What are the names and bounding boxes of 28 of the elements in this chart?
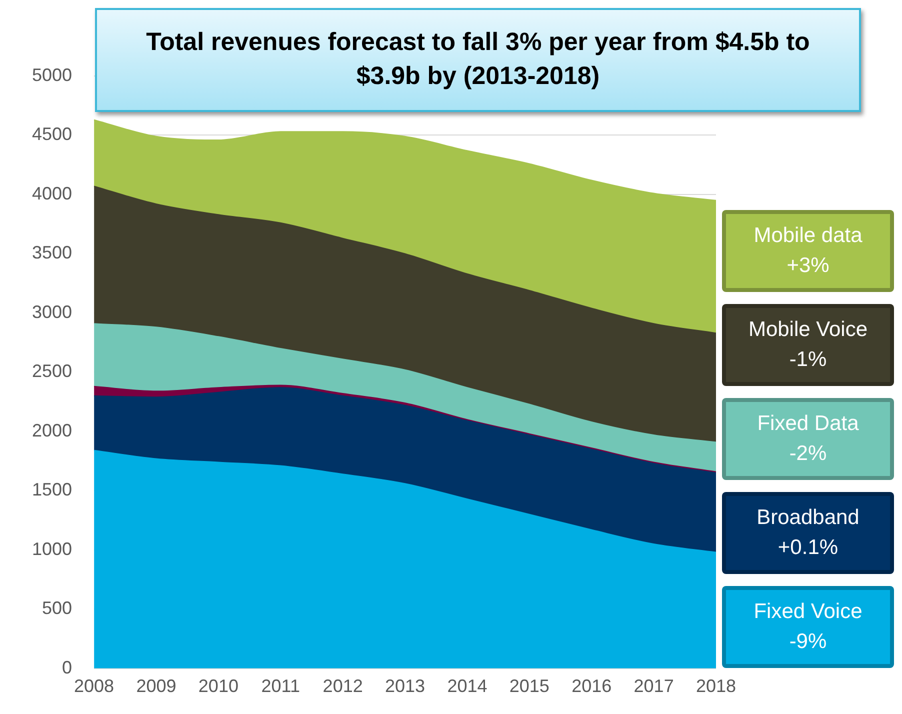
x-tick-label: 2008 — [74, 676, 114, 696]
y-tick-label: 0 — [62, 657, 72, 678]
series-label: Mobile Voice -1% — [747, 316, 869, 373]
title-box: Total revenues forecast to fall 3% per year from $4.5b to $3.9b by (2013-2018) — [95, 8, 861, 112]
y-tick-label: 2000 — [32, 420, 72, 440]
y-tick-label: 4000 — [32, 183, 72, 204]
y-tick-label: 5000 — [32, 64, 72, 85]
x-tick-label: 2014 — [447, 676, 488, 696]
series-label: Mobile data +3% — [752, 222, 864, 279]
x-tick-label: 2009 — [136, 676, 176, 696]
y-tick-label: 1500 — [32, 480, 72, 500]
x-tick-label: 2017 — [634, 676, 674, 696]
x-tick-label: 2010 — [198, 676, 238, 696]
x-tick-label: 2011 — [261, 676, 300, 696]
x-tick-label: 2018 — [696, 676, 736, 696]
y-tick-label: 1000 — [32, 538, 72, 559]
x-tick-label: 2013 — [385, 676, 426, 696]
y-tick-label: 500 — [42, 598, 72, 618]
y-tick-label: 3500 — [32, 242, 72, 263]
y-tick-label: 2500 — [32, 361, 72, 382]
series-label: Fixed Voice -9% — [752, 598, 864, 655]
series-label: Fixed Data -2% — [756, 410, 860, 467]
y-tick-label: 4500 — [32, 124, 72, 144]
y-tick-label: 3000 — [32, 302, 72, 322]
x-tick-label: 2012 — [322, 676, 363, 696]
x-tick-label: 2015 — [509, 676, 550, 696]
series-label: Broadband +0.1% — [756, 504, 860, 561]
x-tick-label: 2016 — [572, 676, 612, 696]
